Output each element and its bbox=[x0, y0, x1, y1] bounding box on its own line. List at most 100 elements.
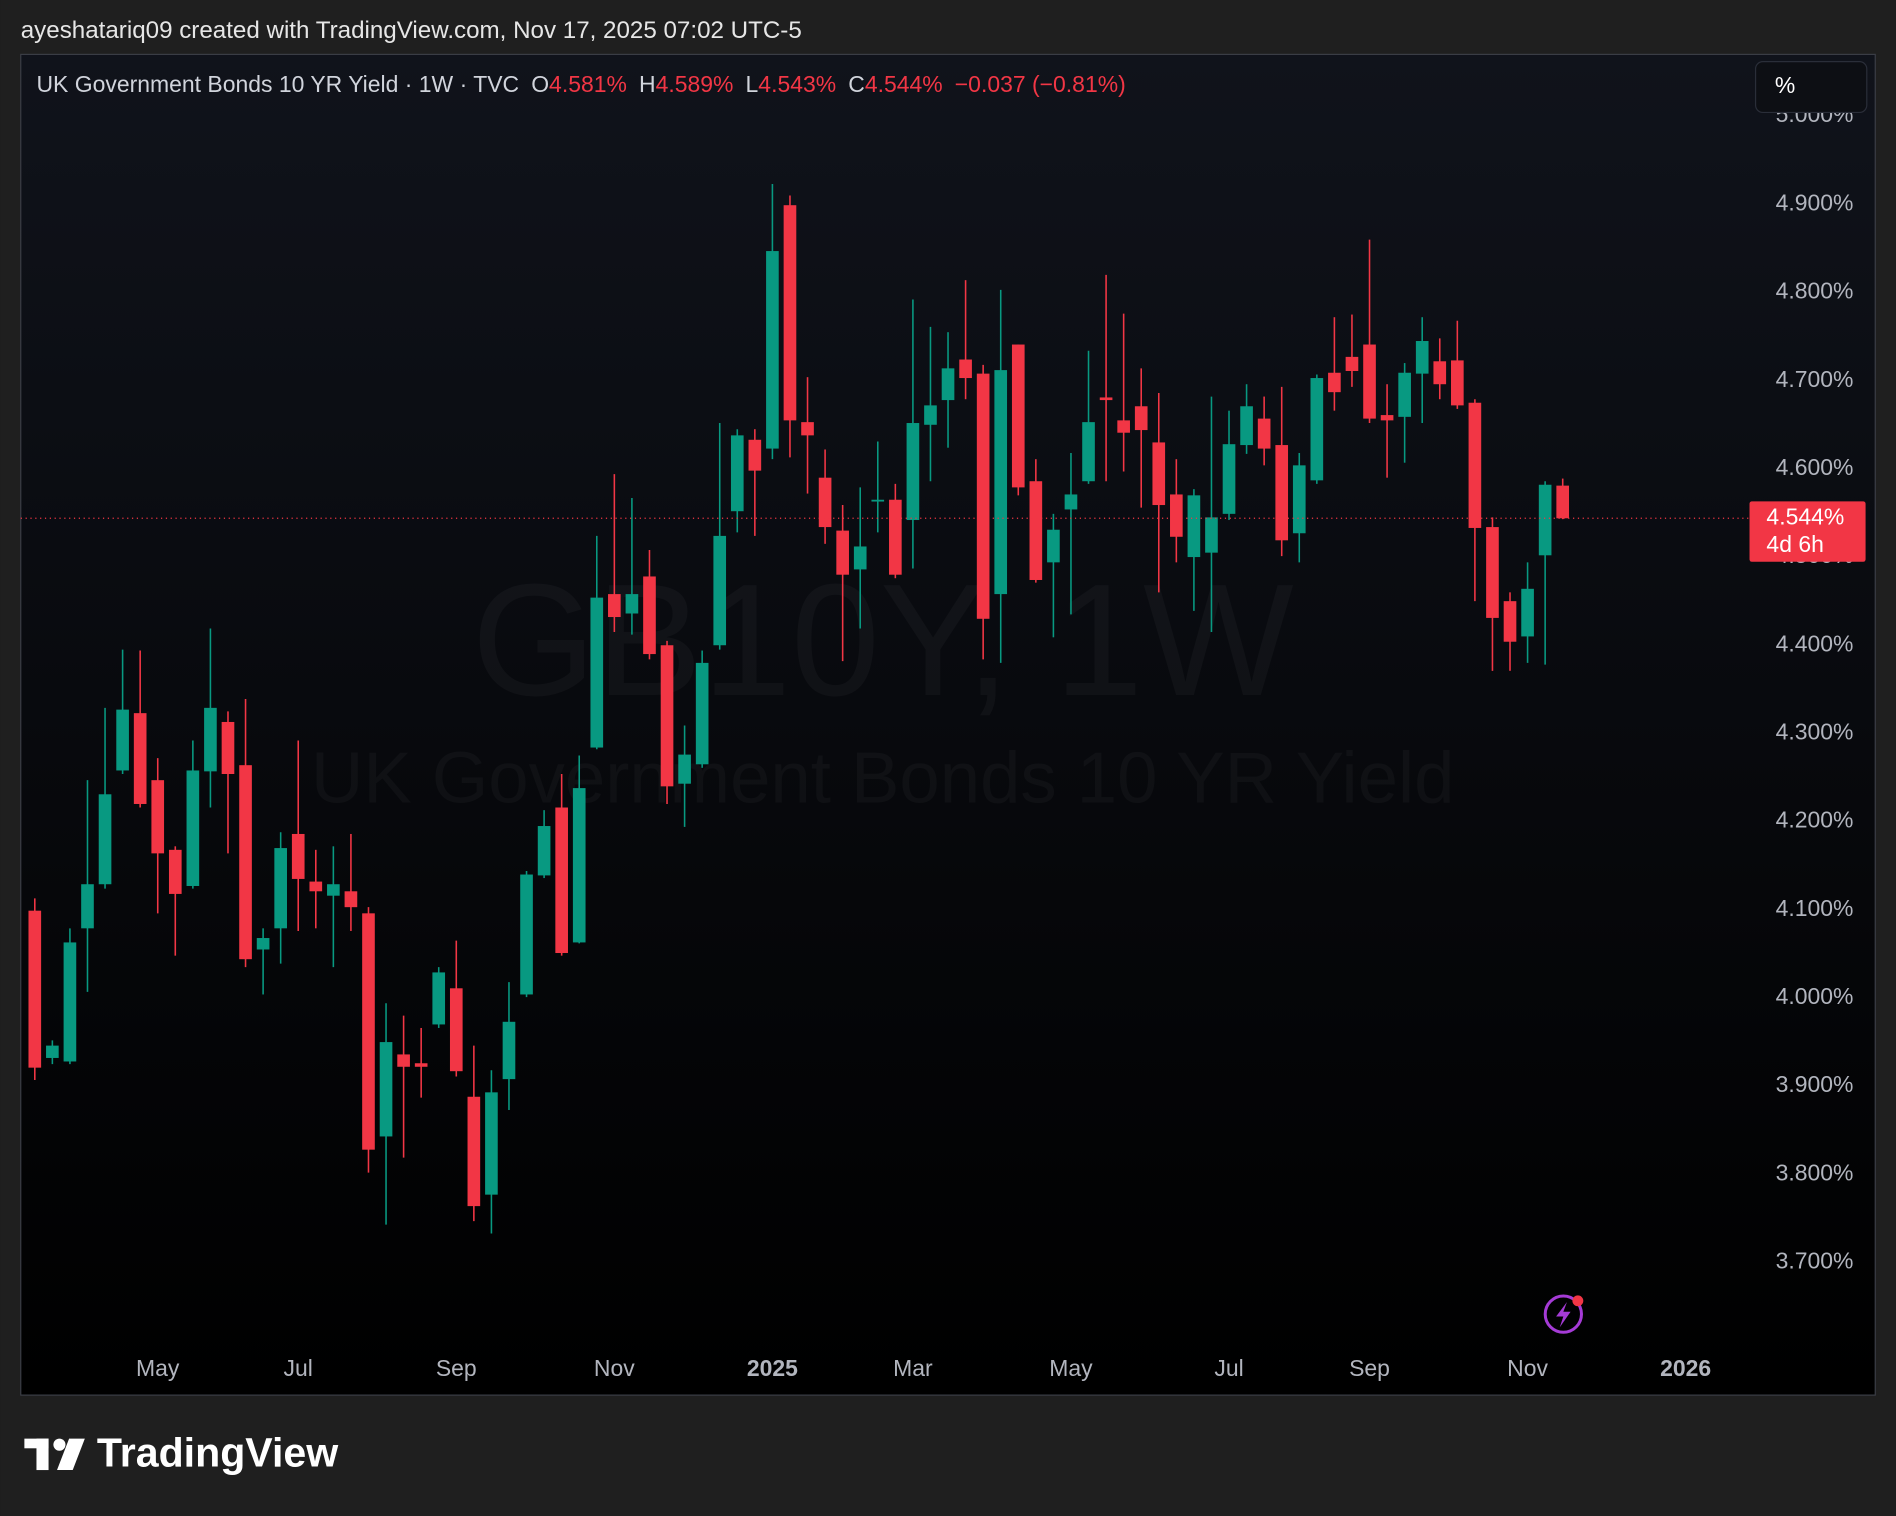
candle-body bbox=[1451, 360, 1464, 406]
x-tick-label: May bbox=[136, 1355, 180, 1381]
last-price-label: 4.544% bbox=[1766, 503, 1844, 529]
legend: UK Government Bonds 10 YR Yield · 1W · T… bbox=[36, 71, 1125, 97]
candles bbox=[28, 184, 1570, 1234]
legend-key: O bbox=[531, 71, 549, 97]
y-tick-label: 3.700% bbox=[1776, 1248, 1854, 1274]
candle-body bbox=[133, 713, 147, 804]
countdown: 4d 6h bbox=[1766, 531, 1823, 557]
scale-button-box[interactable] bbox=[1754, 61, 1868, 114]
candle-body bbox=[46, 1045, 59, 1058]
candle-body bbox=[291, 833, 305, 879]
candle-body bbox=[1099, 397, 1113, 401]
last-price-box bbox=[1749, 501, 1866, 562]
price-axis: 3.700% 3.800% 3.900% 4.000% 4.100% 4.200% 4.30… bbox=[1776, 101, 1854, 1273]
x-tick-label: Nov bbox=[1507, 1355, 1548, 1381]
alert-icon-dot[interactable] bbox=[1572, 1295, 1584, 1307]
candle-body bbox=[1047, 529, 1060, 563]
candle-body bbox=[1380, 415, 1394, 421]
logo-part bbox=[57, 1438, 85, 1471]
candle-body bbox=[643, 576, 656, 655]
y-tick-label: 4.300% bbox=[1776, 718, 1854, 744]
last-price: 4.544%4d 6h bbox=[20, 501, 1866, 562]
candle-body bbox=[327, 884, 340, 896]
candle-body bbox=[1029, 481, 1043, 580]
candle-body bbox=[1064, 494, 1078, 510]
candle-body bbox=[748, 439, 762, 471]
candle-body bbox=[204, 707, 217, 772]
candle-body bbox=[660, 645, 674, 787]
candle-body bbox=[1205, 517, 1218, 553]
legend-value: 4.589% bbox=[656, 71, 734, 97]
candle-body bbox=[590, 597, 604, 748]
candle-body bbox=[1328, 372, 1341, 393]
candle-body bbox=[836, 530, 849, 575]
candle-body bbox=[783, 205, 797, 421]
legend-key: L bbox=[746, 71, 759, 97]
alert-icon-ring[interactable] bbox=[1543, 1294, 1583, 1334]
candle-body bbox=[1275, 445, 1289, 541]
candle-body bbox=[1503, 601, 1517, 642]
y-tick-label: 4.100% bbox=[1776, 895, 1854, 921]
x-tick-label: 2026 bbox=[1660, 1355, 1711, 1381]
candle-body bbox=[362, 913, 375, 1150]
candle-body bbox=[1222, 444, 1236, 514]
candle-body bbox=[1310, 378, 1324, 481]
scale-button[interactable]: % bbox=[1754, 61, 1868, 114]
legend-symbol: UK Government Bonds 10 YR Yield · 1W · T… bbox=[36, 71, 519, 97]
candle-body bbox=[379, 1042, 393, 1137]
candle-body bbox=[1363, 344, 1376, 419]
candle-body bbox=[1486, 527, 1499, 618]
candle-body bbox=[168, 849, 182, 894]
scale-button-label[interactable]: % bbox=[1775, 72, 1795, 98]
alert-icon-bolt[interactable] bbox=[1556, 1302, 1571, 1328]
candle-body bbox=[801, 422, 814, 436]
candle-body bbox=[906, 423, 920, 521]
candle-body bbox=[520, 874, 533, 995]
y-tick-label: 4.200% bbox=[1776, 807, 1854, 833]
candle-body bbox=[695, 662, 709, 765]
candle-body bbox=[1152, 442, 1166, 506]
candle-body bbox=[449, 988, 463, 1072]
candle-body bbox=[1468, 402, 1482, 528]
candle-body bbox=[1257, 418, 1271, 449]
candle-body bbox=[186, 770, 200, 886]
x-tick-label: Mar bbox=[893, 1355, 933, 1381]
y-tick-label: 4.000% bbox=[1776, 983, 1854, 1009]
candle-body bbox=[81, 884, 94, 929]
y-tick-label: 3.800% bbox=[1776, 1159, 1854, 1185]
candle-body bbox=[502, 1021, 516, 1080]
candle-body bbox=[1117, 420, 1130, 433]
candle-body bbox=[1398, 372, 1411, 417]
x-tick-label: Jul bbox=[1214, 1355, 1243, 1381]
candle-body bbox=[414, 1063, 428, 1067]
y-tick-label: 4.400% bbox=[1776, 630, 1854, 656]
alert-icon[interactable] bbox=[1543, 1294, 1584, 1334]
candle-body bbox=[713, 535, 727, 646]
candle-body bbox=[221, 721, 235, 774]
y-tick-label: 4.700% bbox=[1776, 366, 1854, 392]
candle-body bbox=[397, 1054, 410, 1067]
candle-body bbox=[239, 765, 252, 960]
candle-body bbox=[678, 754, 691, 784]
x-tick-label: May bbox=[1049, 1355, 1093, 1381]
candle-body bbox=[1240, 406, 1253, 446]
candle-body bbox=[1170, 494, 1183, 537]
legend-value: 4.543% bbox=[758, 71, 836, 97]
candle-body bbox=[555, 807, 568, 954]
candle-body bbox=[1556, 485, 1570, 519]
brand-name: TradingView bbox=[97, 1429, 339, 1475]
attribution: ayeshatariq09 created with TradingView.c… bbox=[21, 17, 802, 44]
candle-body bbox=[924, 405, 937, 425]
legend-key: C bbox=[848, 71, 865, 97]
candle-body bbox=[871, 499, 885, 502]
candle-body bbox=[889, 499, 902, 575]
y-tick-label: 4.800% bbox=[1776, 278, 1854, 304]
brand: TradingView bbox=[24, 1429, 339, 1475]
x-tick-label: Jul bbox=[284, 1355, 313, 1381]
candle-body bbox=[1082, 422, 1095, 482]
y-tick-label: 4.600% bbox=[1776, 454, 1854, 480]
candle-body bbox=[1187, 495, 1201, 558]
candle-body bbox=[608, 594, 621, 618]
